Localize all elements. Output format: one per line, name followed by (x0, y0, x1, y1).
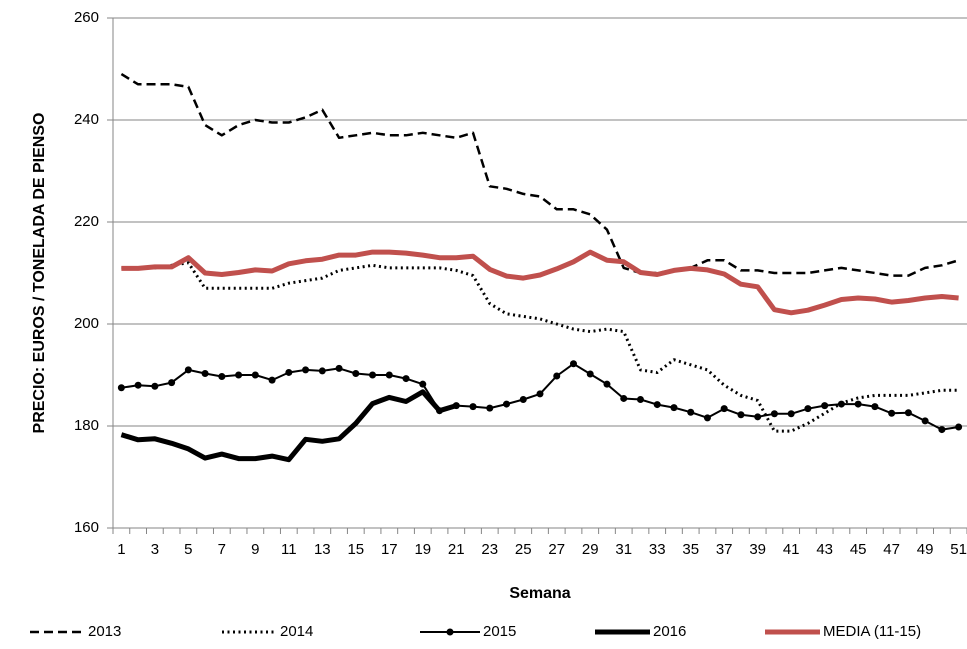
line-series (120, 73, 959, 277)
x-tick-label: 35 (682, 541, 699, 558)
point-marker (955, 423, 963, 431)
point-marker (670, 404, 678, 412)
point-marker (469, 403, 477, 411)
x-tick-label: 23 (481, 541, 498, 558)
x-tick-label: 17 (381, 541, 398, 558)
point-marker (854, 400, 862, 408)
point-marker (201, 369, 209, 377)
point-marker (703, 414, 711, 422)
y-tick-label: 160 (74, 519, 99, 536)
point-marker (569, 360, 577, 368)
point-marker (352, 369, 360, 377)
x-tick-label: 7 (218, 541, 226, 558)
x-tick-label: 11 (281, 541, 297, 558)
x-tick-label: 29 (582, 541, 599, 558)
x-tick-label: 47 (883, 541, 900, 558)
x-tick-label: 9 (251, 541, 259, 558)
point-marker (821, 402, 829, 410)
point-marker (168, 379, 176, 387)
x-tick-label: 33 (649, 541, 666, 558)
point-marker (419, 380, 427, 388)
point-marker (402, 375, 410, 383)
point-marker (787, 410, 795, 418)
point-marker (536, 390, 544, 398)
x-tick-label: 1 (117, 541, 125, 558)
legend-label: 2016 (653, 623, 686, 640)
point-marker (737, 411, 745, 419)
point-marker (770, 410, 778, 418)
x-axis-title: Semana (509, 585, 570, 602)
point-marker (285, 368, 293, 376)
point-marker (720, 405, 728, 413)
line-series (121, 249, 959, 316)
point-marker (921, 417, 929, 425)
line-series (120, 389, 458, 463)
x-tick-label: 5 (184, 541, 192, 558)
x-tick-label: 41 (783, 541, 800, 558)
x-tick-label: 15 (347, 541, 364, 558)
x-tick-label: 45 (850, 541, 867, 558)
y-tick-label: 260 (74, 9, 99, 26)
point-marker (938, 426, 946, 434)
legend-marker (446, 628, 454, 636)
x-tick-label: 3 (151, 541, 159, 558)
point-marker (335, 364, 343, 372)
point-marker (268, 376, 276, 384)
point-marker (519, 395, 527, 403)
point-marker (603, 380, 611, 388)
point-marker (653, 401, 661, 409)
point-marker (503, 400, 511, 408)
y-tick-label: 240 (74, 111, 99, 128)
point-marker (754, 413, 762, 421)
point-marker (620, 394, 628, 402)
point-marker (837, 400, 845, 408)
x-tick-label: 51 (950, 541, 967, 558)
x-tick-label: 25 (515, 541, 532, 558)
x-tick-label: 39 (749, 541, 766, 558)
legend-label: 2015 (483, 623, 516, 640)
point-marker (151, 382, 159, 390)
y-tick-label: 180 (74, 417, 99, 434)
point-marker (871, 403, 879, 411)
legend-label: 2014 (280, 623, 313, 640)
point-marker (687, 408, 695, 416)
point-marker (385, 371, 393, 379)
x-tick-label: 27 (548, 541, 565, 558)
point-marker (486, 404, 494, 412)
point-marker (369, 371, 377, 379)
x-tick-label: 13 (314, 541, 331, 558)
x-tick-label: 37 (716, 541, 733, 558)
legend-label: 2013 (88, 623, 121, 640)
point-marker (888, 409, 896, 417)
point-marker (134, 381, 142, 389)
point-marker (636, 395, 644, 403)
y-tick-label: 220 (74, 213, 99, 230)
point-marker (804, 405, 812, 413)
point-marker (553, 372, 561, 380)
point-marker (235, 371, 243, 379)
point-marker (251, 371, 259, 379)
y-axis-title: PRECIO: EUROS / TONELADA DE PIENSO (31, 113, 48, 434)
x-tick-label: 31 (615, 541, 632, 558)
x-tick-label: 19 (414, 541, 431, 558)
point-marker (586, 370, 594, 378)
point-marker (184, 366, 192, 374)
y-tick-label: 200 (74, 315, 99, 332)
point-marker (318, 367, 326, 375)
x-tick-label: 49 (917, 541, 934, 558)
x-tick-label: 43 (816, 541, 833, 558)
point-marker (904, 409, 912, 417)
point-marker (117, 384, 125, 392)
legend-label: MEDIA (11-15) (823, 623, 921, 640)
x-tick-label: 21 (448, 541, 465, 558)
point-marker (302, 366, 310, 374)
point-marker (218, 373, 226, 381)
